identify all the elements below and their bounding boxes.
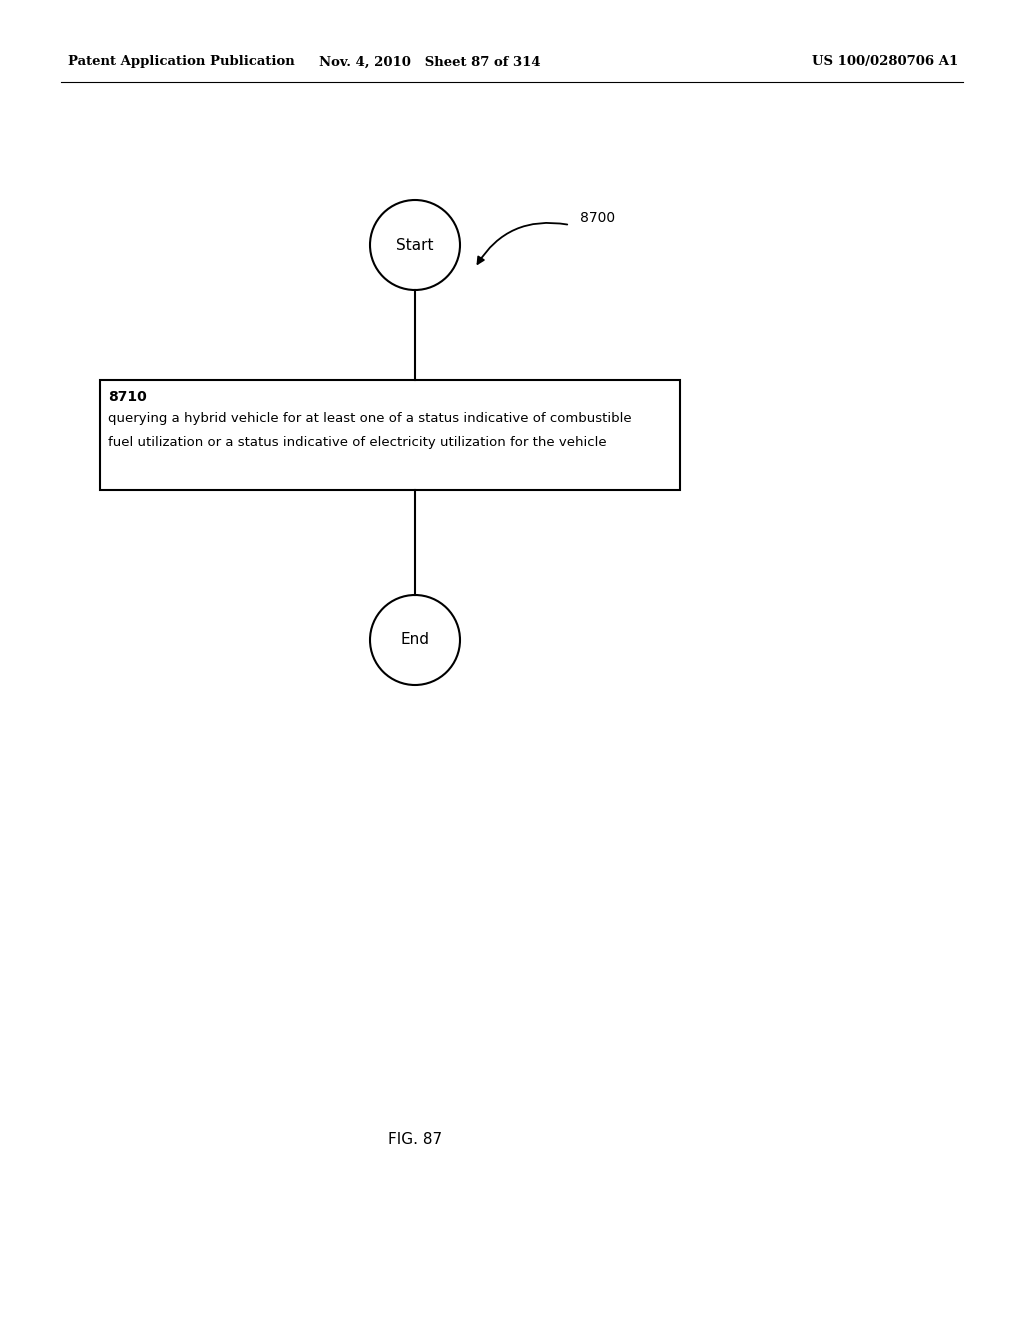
Text: Nov. 4, 2010   Sheet 87 of 314: Nov. 4, 2010 Sheet 87 of 314 [319, 55, 541, 69]
Text: FIG. 87: FIG. 87 [388, 1133, 442, 1147]
Text: fuel utilization or a status indicative of electricity utilization for the vehic: fuel utilization or a status indicative … [108, 436, 606, 449]
Bar [100, 380, 680, 490]
Text: Start: Start [396, 238, 434, 252]
Text: End: End [400, 632, 429, 648]
Text: 8700: 8700 [580, 211, 615, 224]
Text: US 100/0280706 A1: US 100/0280706 A1 [812, 55, 958, 69]
Text: querying a hybrid vehicle for at least one of a status indicative of combustible: querying a hybrid vehicle for at least o… [108, 412, 632, 425]
Text: 8710: 8710 [108, 389, 146, 404]
Text: Patent Application Publication: Patent Application Publication [68, 55, 295, 69]
